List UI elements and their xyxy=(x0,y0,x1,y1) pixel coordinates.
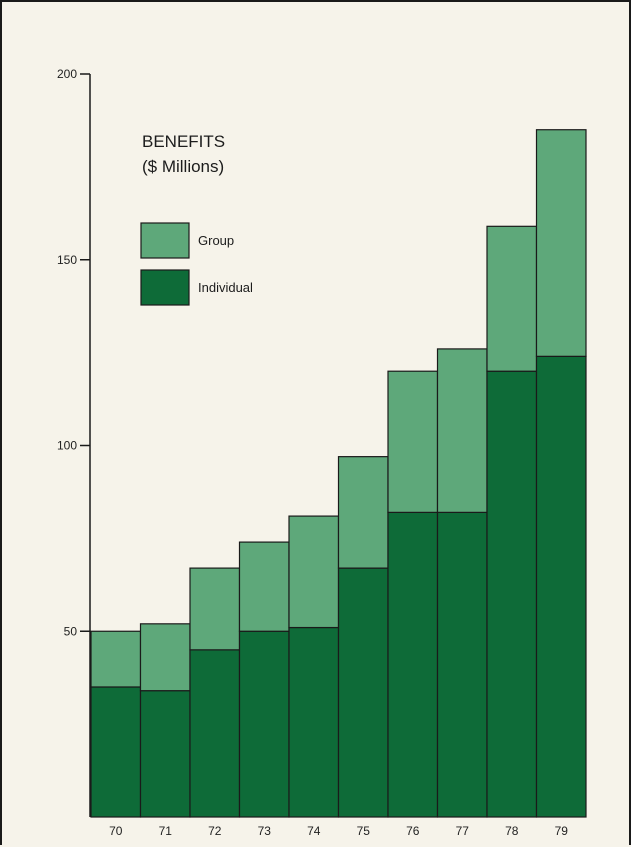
y-axis: 50 100 150 200 xyxy=(57,67,91,817)
x-tick-label: 73 xyxy=(258,824,272,838)
bars xyxy=(90,129,587,818)
y-tick-label: 50 xyxy=(64,624,78,638)
bar-group-76 xyxy=(387,370,439,513)
bar-group-71 xyxy=(139,623,191,692)
bar-group-78 xyxy=(486,225,538,372)
bar-group-79 xyxy=(535,129,587,357)
x-tick-label: 77 xyxy=(456,824,470,838)
bar-individual-71 xyxy=(139,690,191,818)
x-tick-label: 78 xyxy=(505,824,519,838)
bar-individual-78 xyxy=(486,370,538,818)
bar-individual-75 xyxy=(337,567,389,818)
x-tick-label: 70 xyxy=(109,824,123,838)
bar-individual-73 xyxy=(238,630,290,818)
bar-individual-76 xyxy=(387,511,439,818)
bar-individual-79 xyxy=(535,355,587,818)
legend-swatch-group xyxy=(140,222,190,259)
chart-subtitle: ($ Millions) xyxy=(142,157,224,176)
y-tick-label: 200 xyxy=(57,67,77,81)
y-tick-label: 150 xyxy=(57,253,77,267)
bar-individual-74 xyxy=(288,626,340,818)
x-axis-labels: 70 71 72 73 74 75 76 77 78 79 xyxy=(109,824,568,838)
x-tick-label: 79 xyxy=(555,824,569,838)
legend-label-individual: Individual xyxy=(198,280,253,295)
legend-swatch-individual xyxy=(140,269,190,306)
bar-group-75 xyxy=(337,456,389,569)
bar-group-72 xyxy=(189,567,241,651)
bar-group-73 xyxy=(238,541,290,632)
x-tick-label: 74 xyxy=(307,824,321,838)
x-tick-label: 76 xyxy=(406,824,420,838)
legend-label-group: Group xyxy=(198,233,234,248)
x-tick-label: 71 xyxy=(159,824,173,838)
bar-individual-72 xyxy=(189,649,241,818)
bar-group-74 xyxy=(288,515,340,629)
bar-individual-70 xyxy=(90,686,142,818)
legend: Group Individual xyxy=(140,222,253,306)
x-tick-label: 75 xyxy=(357,824,371,838)
chart-title: BENEFITS xyxy=(142,132,225,151)
chart-title-block: BENEFITS ($ Millions) xyxy=(142,132,225,176)
bar-group-77 xyxy=(436,348,488,513)
y-tick-label: 100 xyxy=(57,439,77,453)
bar-individual-77 xyxy=(436,511,488,818)
bar-group-70 xyxy=(90,630,142,688)
x-tick-label: 72 xyxy=(208,824,222,838)
